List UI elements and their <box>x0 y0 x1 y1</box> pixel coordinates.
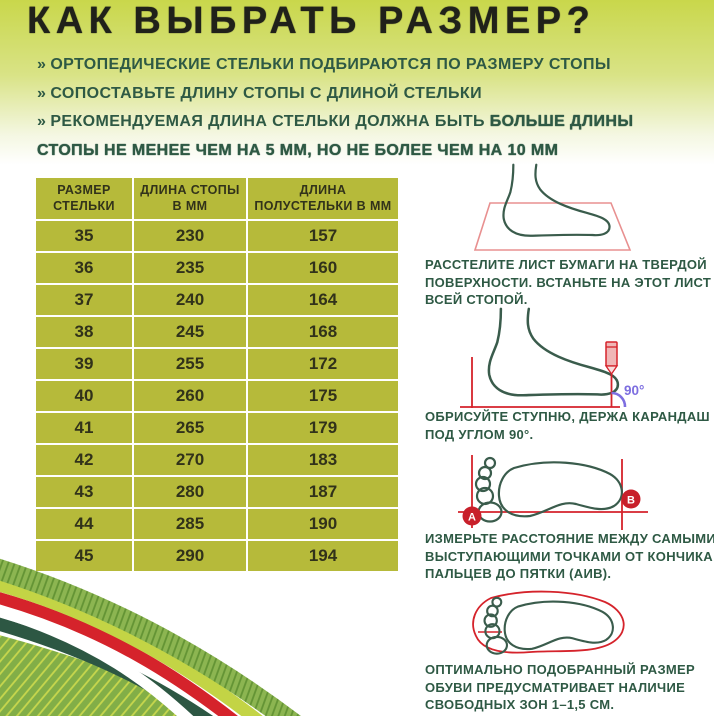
svg-text:А: А <box>468 512 476 524</box>
angle-label: 90° <box>624 383 644 398</box>
footprint-in-shoe-icon <box>472 590 625 655</box>
table-row: 43 280 187 <box>34 474 400 509</box>
step-caption-2: ОБРИСУЙТЕ СТУПНЮ, ДЕРЖА КАРАНДАШ ПОД УГЛ… <box>425 409 710 442</box>
table-cell: 40 <box>34 378 134 413</box>
footprint-outline <box>483 596 614 655</box>
column-header-half-insole-length: ДЛИНА ПОЛУСТЕЛЬКИ В ММ <box>246 176 400 221</box>
table-cell: 194 <box>246 538 400 573</box>
table-row: 37 240 164 <box>34 282 400 317</box>
bullet-marker: » <box>37 84 47 102</box>
table-cell: 175 <box>246 378 400 413</box>
table-cell: 285 <box>132 506 248 541</box>
footprint-measure-icon: А В <box>458 455 648 530</box>
table-cell: 45 <box>34 538 134 573</box>
table-cell: 235 <box>132 250 248 285</box>
table-cell: 280 <box>132 474 248 509</box>
table-cell: 245 <box>132 314 248 349</box>
table-cell: 157 <box>246 218 400 253</box>
table-row: 41 265 179 <box>34 410 400 445</box>
step-caption-4: ОПТИМАЛЬНО ПОДОБРАННЫЙ РАЗМЕР ОБУВИ ПРЕД… <box>425 662 696 712</box>
bullet-line: » РЕКОМЕНДУЕМАЯ ДЛИНА СТЕЛЬКИ ДОЛЖНА БЫТЬ… <box>37 108 685 165</box>
table-cell: 44 <box>34 506 134 541</box>
page-title: КАК ВЫБРАТЬ РАЗМЕР? <box>27 0 596 42</box>
table-header-row: РАЗМЕР СТЕЛЬКИ ДЛИНА СТОПЫ В ММ ДЛИНА ПО… <box>34 176 400 221</box>
table-cell: 160 <box>246 250 400 285</box>
table-row: 38 245 168 <box>34 314 400 349</box>
table-row: 40 260 175 <box>34 378 400 413</box>
table-cell: 265 <box>132 410 248 445</box>
table-cell: 270 <box>132 442 248 477</box>
table-row: 45 290 194 <box>34 538 400 573</box>
table-row: 36 235 160 <box>34 250 400 285</box>
foot-on-paper-icon <box>473 163 632 251</box>
point-b-marker: В <box>621 489 641 509</box>
table-cell: 38 <box>34 314 134 349</box>
table-cell: 172 <box>246 346 400 381</box>
bullet-marker: » <box>37 56 47 73</box>
step-caption-3: ИЗМЕРЬТЕ РАССТОЯНИЕ МЕЖДУ САМЫМИ ВЫСТУПА… <box>425 531 714 581</box>
table-cell: 168 <box>246 314 400 349</box>
point-a-marker: А <box>462 506 482 526</box>
pencil-icon <box>604 341 619 376</box>
bullet-text: ОРТОПЕДИЧЕСКИЕ СТЕЛЬКИ ПОДБИРАЮТСЯ ПО РА… <box>50 56 611 73</box>
shoe-outline <box>472 590 625 654</box>
table-cell: 260 <box>132 378 248 413</box>
svg-text:В: В <box>627 495 635 507</box>
table-row: 35 230 157 <box>34 218 400 253</box>
table-cell: 41 <box>34 410 134 445</box>
bullet-text-emphasis: БОЛЬШЕ ДЛИНЫ СТОПЫ НЕ МЕНЕЕ ЧЕМ НА 5 ММ,… <box>37 113 634 159</box>
bullet-line: » ОРТОПЕДИЧЕСКИЕ СТЕЛЬКИ ПОДБИРАЮТСЯ ПО Р… <box>37 51 685 80</box>
table-cell: 290 <box>132 538 248 573</box>
table-cell: 179 <box>246 410 400 445</box>
table-row: 44 285 190 <box>34 506 400 541</box>
table-cell: 255 <box>132 346 248 381</box>
table-cell: 43 <box>34 474 134 509</box>
intro-bullets: » ОРТОПЕДИЧЕСКИЕ СТЕЛЬКИ ПОДБИРАЮТСЯ ПО Р… <box>37 51 685 165</box>
table-row: 42 270 183 <box>34 442 400 477</box>
column-header-size: РАЗМЕР СТЕЛЬКИ <box>34 176 134 221</box>
table-cell: 42 <box>34 442 134 477</box>
foot-tracing-pencil-icon: 90° <box>460 307 644 408</box>
column-header-foot-length: ДЛИНА СТОПЫ В ММ <box>132 176 248 221</box>
bullet-text: СОПОСТАВЬТЕ ДЛИНУ СТОПЫ С ДЛИНОЙ СТЕЛЬКИ <box>50 84 482 102</box>
table-cell: 39 <box>34 346 134 381</box>
table-cell: 240 <box>132 282 248 317</box>
table-cell: 183 <box>246 442 400 477</box>
table-cell: 230 <box>132 218 248 253</box>
table-cell: 164 <box>246 282 400 317</box>
bullet-line: » СОПОСТАВЬТЕ ДЛИНУ СТОПЫ С ДЛИНОЙ СТЕЛЬК… <box>37 80 685 109</box>
bullet-marker: » <box>37 113 47 130</box>
table-cell: 187 <box>246 474 400 509</box>
table-cell: 190 <box>246 506 400 541</box>
table-cell: 37 <box>34 282 134 317</box>
bullet-text: РЕКОМЕНДУЕМАЯ ДЛИНА СТЕЛЬКИ ДОЛЖНА БЫТЬ <box>50 113 490 130</box>
step-caption-1: РАССТЕЛИТЕ ЛИСТ БУМАГИ НА ТВЕРДОЙ ПОВЕРХ… <box>425 257 712 307</box>
angle-arc <box>611 391 627 408</box>
table-cell: 36 <box>34 250 134 285</box>
size-table: РАЗМЕР СТЕЛЬКИ ДЛИНА СТОПЫ В ММ ДЛИНА ПО… <box>34 176 400 573</box>
table-row: 39 255 172 <box>34 346 400 381</box>
wave-decoration <box>0 558 301 716</box>
table-cell: 35 <box>34 218 134 253</box>
